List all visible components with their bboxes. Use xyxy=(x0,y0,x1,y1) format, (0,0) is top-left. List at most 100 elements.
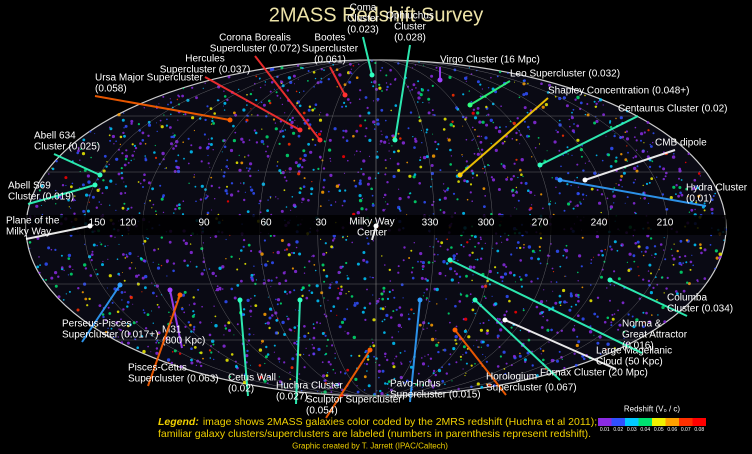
galaxy xyxy=(353,302,356,304)
galaxy xyxy=(577,280,579,282)
galaxy xyxy=(423,292,425,294)
galaxy xyxy=(584,162,587,164)
galaxy xyxy=(55,189,57,192)
galaxy xyxy=(259,77,261,80)
galaxy xyxy=(207,154,209,157)
galaxy xyxy=(372,294,374,296)
galaxy xyxy=(424,355,426,357)
galaxy xyxy=(236,284,240,287)
galaxy xyxy=(268,375,271,378)
galaxy xyxy=(206,105,209,108)
galaxy xyxy=(491,102,495,106)
galaxy xyxy=(297,78,299,80)
legend-line: image shows 2MASS galaxies color coded b… xyxy=(203,416,597,428)
galaxy xyxy=(57,275,60,278)
galaxy xyxy=(305,296,309,300)
galaxy xyxy=(567,172,570,175)
galaxy xyxy=(624,202,626,204)
galaxy xyxy=(297,172,301,176)
galaxy xyxy=(107,327,109,329)
galaxy xyxy=(400,361,402,363)
galaxy xyxy=(579,202,582,205)
galaxy xyxy=(673,243,675,245)
galaxy xyxy=(487,113,490,116)
galaxy xyxy=(492,247,494,249)
galaxy xyxy=(143,173,146,176)
galaxy xyxy=(678,255,681,259)
galaxy xyxy=(656,299,658,301)
galaxy xyxy=(563,300,567,304)
galaxy xyxy=(62,299,65,301)
galaxy xyxy=(568,118,570,121)
galaxy xyxy=(656,176,658,178)
galaxy xyxy=(715,256,719,260)
galaxy xyxy=(479,322,481,325)
galaxy xyxy=(230,287,234,291)
galaxy xyxy=(243,183,245,185)
galaxy xyxy=(647,129,650,132)
object-label: Columba xyxy=(667,292,707,303)
galaxy xyxy=(188,304,190,306)
galaxy xyxy=(226,185,228,188)
galaxy xyxy=(259,375,263,379)
galaxy xyxy=(510,326,513,329)
galaxy xyxy=(325,274,329,278)
galaxy xyxy=(452,254,456,258)
galaxy xyxy=(120,341,124,344)
galaxy xyxy=(525,134,529,138)
galaxy xyxy=(380,292,384,296)
galaxy xyxy=(295,246,298,249)
galaxy xyxy=(572,207,575,210)
galaxy xyxy=(580,265,583,268)
galaxy xyxy=(253,265,255,267)
galaxy xyxy=(434,373,437,377)
galaxy xyxy=(67,257,71,260)
galaxy xyxy=(260,252,264,256)
galaxy xyxy=(363,306,367,310)
galaxy xyxy=(263,379,267,383)
galaxy xyxy=(152,322,154,324)
galaxy xyxy=(96,188,100,192)
galaxy xyxy=(335,280,338,284)
galaxy xyxy=(181,306,183,309)
galaxy xyxy=(554,176,559,181)
galaxy xyxy=(419,159,422,162)
galaxy xyxy=(144,143,147,145)
galaxy xyxy=(418,323,422,327)
colorbar-segment xyxy=(611,418,625,426)
galaxy xyxy=(480,238,482,241)
galaxy xyxy=(385,135,389,139)
galaxy xyxy=(386,203,389,206)
galaxy xyxy=(147,134,150,137)
galaxy xyxy=(443,117,447,121)
galaxy xyxy=(325,374,329,377)
galaxy xyxy=(355,76,359,79)
pointer-arrow xyxy=(204,76,301,131)
galaxy xyxy=(328,199,330,201)
galaxy xyxy=(379,143,381,145)
galaxy xyxy=(473,116,478,120)
object-label: Hydra Cluster xyxy=(686,182,748,193)
galaxy xyxy=(35,204,39,208)
galaxy xyxy=(372,240,374,242)
galaxy xyxy=(496,249,500,253)
galaxy xyxy=(128,252,132,256)
galaxy xyxy=(690,208,694,212)
galaxy xyxy=(542,207,544,210)
galaxy xyxy=(218,266,222,270)
galaxy xyxy=(659,243,663,246)
galaxy xyxy=(343,172,346,174)
galaxy xyxy=(88,201,90,203)
galaxy xyxy=(703,202,706,205)
object-label: Shapley Concentration (0.048+) xyxy=(548,85,689,96)
galaxy xyxy=(610,146,614,151)
galaxy xyxy=(266,145,269,148)
galaxy xyxy=(91,250,94,253)
galaxy xyxy=(134,146,138,150)
galaxy xyxy=(168,361,170,363)
galaxy xyxy=(157,248,159,250)
galaxy xyxy=(556,130,559,134)
galaxy xyxy=(312,168,315,171)
galaxy xyxy=(399,352,402,354)
galaxy xyxy=(664,258,667,261)
